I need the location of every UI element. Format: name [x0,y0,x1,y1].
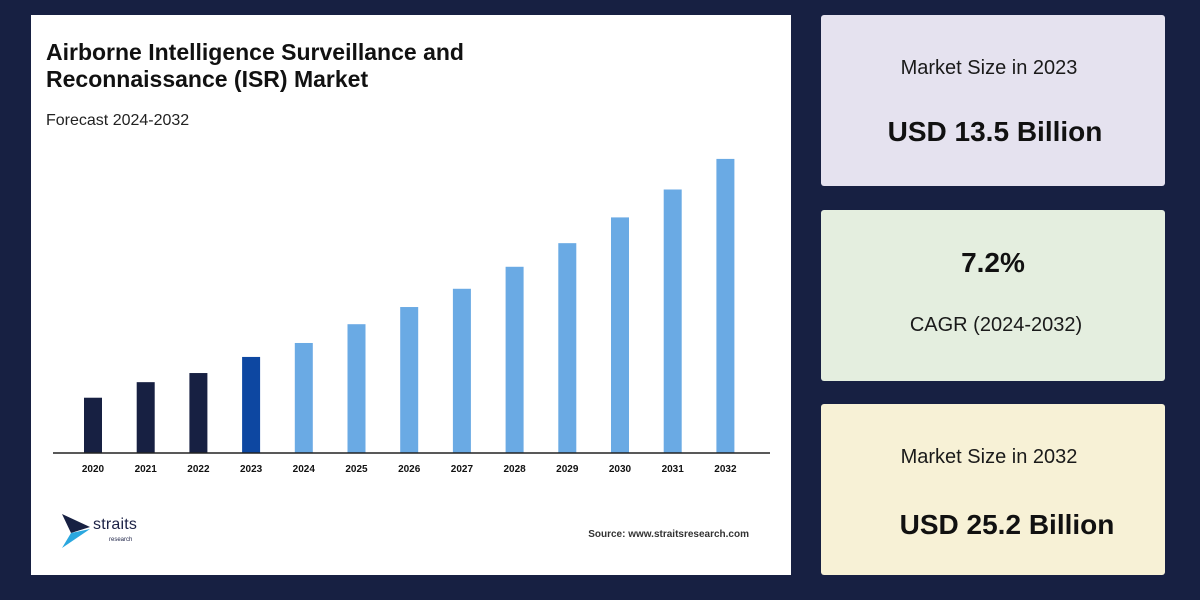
x-tick-label: 2026 [398,464,421,475]
card-value: USD 13.5 Billion [887,116,1103,147]
source-text: Source: www.straitsresearch.com [588,529,749,540]
x-tick-label: 2024 [293,464,316,475]
logo-arrow-icon [62,514,90,548]
x-tick-label: 2032 [714,464,737,475]
x-tick-label: 2020 [82,464,105,475]
bars-group [84,158,735,453]
bar-2029 [558,243,577,453]
bar-2022 [189,373,208,453]
bar-2020 [84,397,102,453]
logo-subtext: research [109,537,133,543]
card-value: USD 25.2 Billion [899,509,1115,540]
card-label: Market Size in 2023 [900,57,1078,79]
market-size-2032-card: Market Size in 2032 USD 25.2 Billion [821,404,1165,575]
bar-2031 [663,189,682,453]
market-size-2023-card: Market Size in 2023 USD 13.5 Billion [821,15,1165,186]
bar-2024 [294,342,313,453]
logo-text: straits [93,516,138,533]
bar-chart: 2020 2021 2022 2023 2024 2025 2026 2027 2028 2029… [53,158,770,475]
bar-2023 [242,356,261,453]
chart-title: Airborne Intelligence Surveillance and R… [46,39,464,92]
card-label: Market Size in 2032 [900,446,1078,468]
x-tick-label: 2027 [451,464,474,475]
straits-logo: straits research [61,513,171,549]
bar-2032 [716,158,735,453]
x-tick-label: 2028 [503,464,526,475]
bar-2025 [347,324,366,453]
x-tick-labels: 2020 2021 2022 2023 2024 2025 2026 2027 2028 2029… [82,464,737,475]
x-tick-label: 2029 [556,464,579,475]
x-tick-label: 2025 [345,464,368,475]
chart-panel: Airborne Intelligence Surveillance and R… [31,15,791,575]
bar-2027 [452,288,471,453]
x-tick-label: 2023 [240,464,263,475]
cagr-card: 7.2% CAGR (2024-2032) [821,210,1165,381]
card-label: CAGR (2024-2032) [909,314,1083,336]
chart-subtitle: Forecast 2024-2032 [46,112,190,129]
bar-2028 [505,266,524,453]
x-tick-label: 2022 [187,464,210,475]
card-value: 7.2% [961,247,1025,278]
x-tick-label: 2030 [609,464,632,475]
bar-2021 [136,382,155,453]
x-tick-label: 2031 [662,464,685,475]
x-tick-label: 2021 [135,464,158,475]
bar-2030 [611,217,629,453]
bar-2026 [400,307,419,453]
